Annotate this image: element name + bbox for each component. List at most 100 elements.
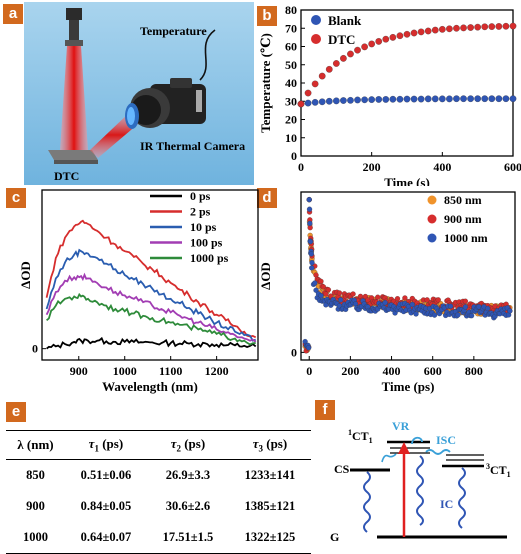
energy-level-diagram: VR ISC IC CS G 1CT1 3CT1 xyxy=(330,419,511,544)
data-point xyxy=(311,80,319,88)
data-point xyxy=(320,284,327,290)
table-row: 1000 0.64±0.07 17.51±1.5 1322±125 xyxy=(6,522,311,554)
data-point xyxy=(495,23,503,30)
data-point xyxy=(438,25,446,33)
table-cell: 0.64±0.07 xyxy=(64,522,147,554)
x-tick-label: 800 xyxy=(465,364,483,378)
series-line xyxy=(45,248,256,342)
legend-label: 900 nm xyxy=(444,212,482,226)
data-point xyxy=(312,280,318,286)
table-header-row: λ (nm) τ1 (ps) τ2 (ps) τ3 (ps) xyxy=(6,430,311,460)
vr-label: VR xyxy=(392,419,410,433)
y-tick-label: 0 xyxy=(291,345,297,359)
data-point xyxy=(396,32,404,40)
data-point xyxy=(413,311,419,317)
data-point xyxy=(438,95,446,103)
y-tick-label: 70 xyxy=(285,21,297,35)
data-point xyxy=(354,46,361,54)
y-tick-label: 0 xyxy=(32,342,38,356)
vr-arrow xyxy=(411,436,423,445)
data-point xyxy=(332,97,340,105)
x-tick-label: 900 xyxy=(70,364,88,378)
data-point xyxy=(410,95,418,103)
chart-c-transient-absorption: 900 1000 1100 1200 0 Wavelength (nm) ΔOD 0 ps 2 … xyxy=(18,189,259,394)
data-point xyxy=(309,265,315,271)
lifetime-table: λ (nm) τ1 (ps) τ2 (ps) τ3 (ps) 850 0.51±… xyxy=(6,430,311,554)
series-line xyxy=(45,272,257,343)
data-point xyxy=(389,34,397,41)
x-tick-label: 1000 xyxy=(113,364,137,378)
header-tau1: τ1 (ps) xyxy=(64,430,147,460)
ic-label: IC xyxy=(440,497,453,511)
x-tick-label: 600 xyxy=(504,160,521,174)
data-point xyxy=(307,239,314,245)
data-point xyxy=(307,220,313,227)
legend-marker xyxy=(311,15,321,25)
data-point xyxy=(354,96,361,104)
legend-marker xyxy=(427,233,437,243)
data-point xyxy=(474,95,482,103)
data-point xyxy=(431,26,439,34)
table-row: 900 0.84±0.05 30.6±2.6 1385±121 xyxy=(6,491,311,522)
data-point xyxy=(394,296,401,302)
legend-label: 1000 ps xyxy=(190,251,229,265)
data-point xyxy=(311,98,319,106)
data-point xyxy=(502,22,510,30)
y-tick-label: 50 xyxy=(285,58,297,72)
cs-transfer-arrow xyxy=(381,453,397,463)
isc-label: ISC xyxy=(436,433,456,447)
data-point xyxy=(507,308,513,314)
data-point xyxy=(435,297,441,303)
data-point xyxy=(318,293,324,299)
data-point xyxy=(431,95,439,103)
data-point xyxy=(424,297,430,303)
data-point xyxy=(340,97,347,104)
cs-decay-arrow xyxy=(363,471,371,533)
data-point xyxy=(382,300,388,306)
table-cell: 0.84±0.05 xyxy=(80,499,132,513)
data-point xyxy=(481,23,489,31)
ir-emission-beam xyxy=(90,112,138,158)
table-cell: 17.51±1.5 xyxy=(146,522,229,554)
data-point xyxy=(304,89,312,97)
data-point xyxy=(446,25,453,33)
table-cell: 30.6±2.6 xyxy=(165,499,211,513)
panel-label-b: b xyxy=(257,6,277,26)
laser-head-icon xyxy=(66,8,82,20)
sample-label: DTC xyxy=(54,169,79,183)
x-tick-label: 400 xyxy=(383,364,401,378)
data-point xyxy=(403,30,411,38)
chart-b-temperature: 0 200 400 600 0 10 20 30 40 50 60 70 80 Time (s) Tempe… xyxy=(258,3,521,186)
x-tick-label: 200 xyxy=(341,364,359,378)
y-tick-label: 30 xyxy=(285,94,297,108)
data-point xyxy=(318,98,326,106)
experiment-schematic: Temperature IR Thermal Camera DTC xyxy=(24,2,254,185)
x-tick-label: 600 xyxy=(424,364,442,378)
data-point xyxy=(340,55,347,62)
data-point xyxy=(309,260,315,266)
table-cell: 26.9±3.3 xyxy=(165,468,211,482)
data-point xyxy=(304,99,312,107)
data-point xyxy=(467,95,474,103)
data-point xyxy=(318,278,324,284)
x-axis-label: Time (s) xyxy=(384,175,430,186)
data-point xyxy=(462,304,469,310)
data-point xyxy=(368,40,376,48)
cs-label: CS xyxy=(334,462,350,476)
data-point xyxy=(325,65,333,73)
ground-label: G xyxy=(330,530,339,544)
data-point xyxy=(409,301,415,308)
x-tick-label: 200 xyxy=(363,160,381,174)
chart-d-kinetics: 0 200 400 600 800 0 Time (ps) ΔOD 850 nm 900 nm 10… xyxy=(258,191,516,394)
data-point xyxy=(325,97,333,105)
data-point xyxy=(389,95,397,103)
y-axis-label: ΔOD xyxy=(258,262,273,290)
x-axis-label: Wavelength (nm) xyxy=(102,379,198,394)
header-lambda: λ (nm) xyxy=(6,430,65,460)
laser-beam xyxy=(60,46,88,150)
data-point xyxy=(402,295,408,301)
data-point xyxy=(306,197,312,203)
y-axis-label: Temperature (℃) xyxy=(258,33,273,133)
data-point xyxy=(424,27,432,35)
data-point xyxy=(297,100,305,108)
